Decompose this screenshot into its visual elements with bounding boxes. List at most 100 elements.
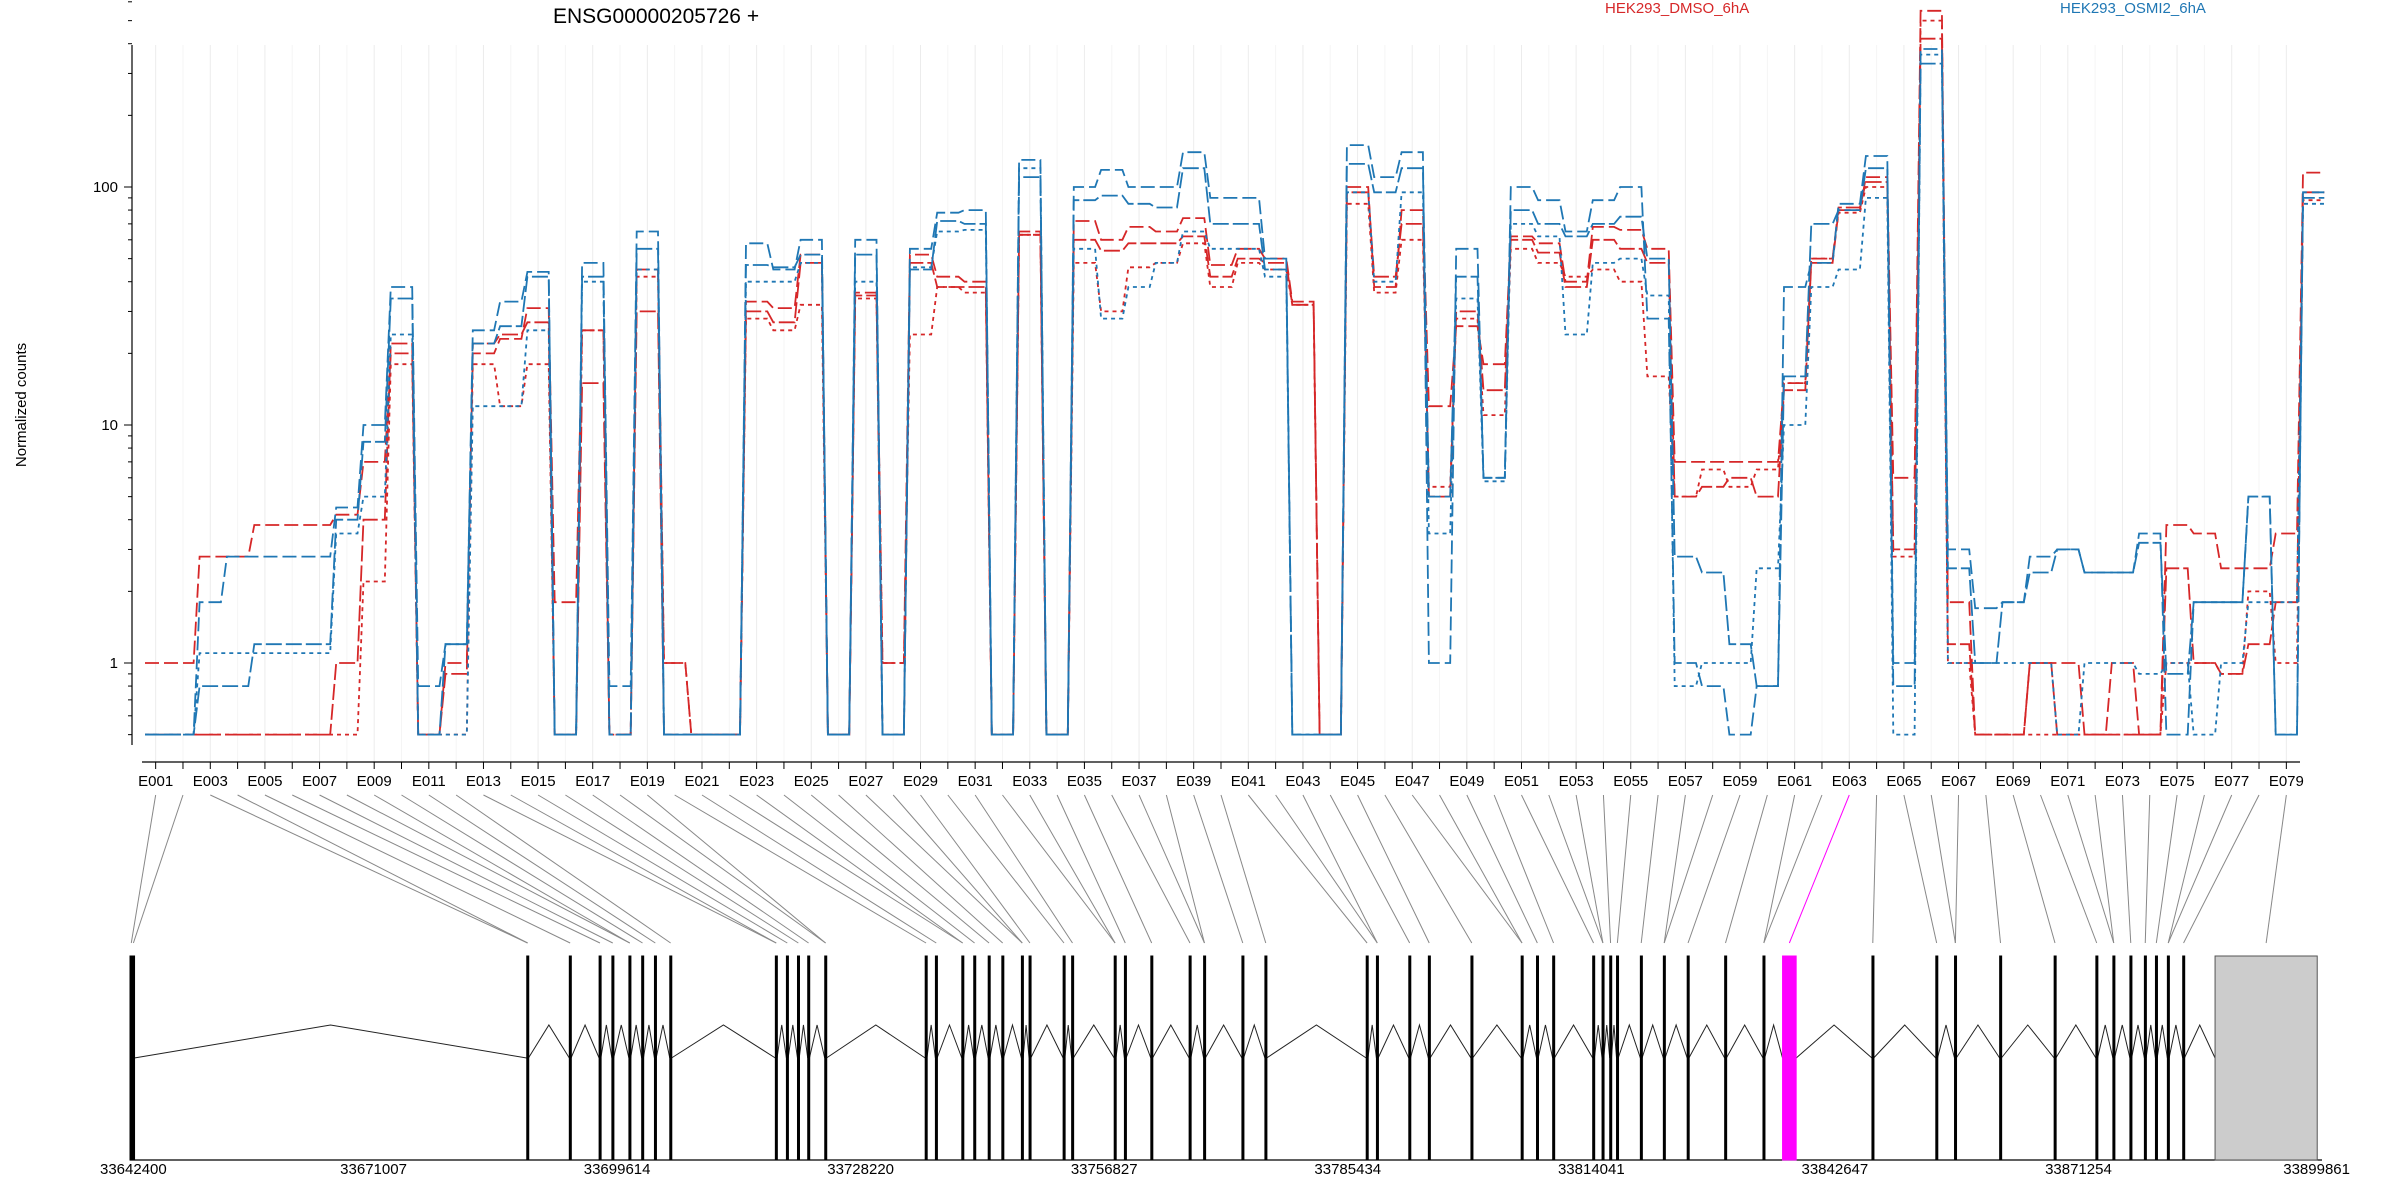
connector-line bbox=[1193, 794, 1244, 944]
exon-box bbox=[669, 955, 673, 1161]
genomic-coordinate-axis: 33642400 33671007 33699614 33728220 33756827… bbox=[100, 1161, 2350, 1178]
intron-line bbox=[1377, 1023, 1410, 1059]
intron-line bbox=[613, 1024, 630, 1059]
x-tick-label: E071 bbox=[2050, 773, 2085, 790]
intron-line bbox=[1955, 1024, 2001, 1059]
x-tick-label: E007 bbox=[302, 773, 337, 790]
x-tick-label: E015 bbox=[521, 773, 556, 790]
series-line bbox=[145, 48, 2325, 736]
x-tick-label: E061 bbox=[1777, 773, 1812, 790]
intron-line bbox=[1664, 1023, 1688, 1059]
intron-line bbox=[2183, 1023, 2216, 1059]
x-tick-label: E017 bbox=[575, 773, 610, 790]
connector-line bbox=[1493, 794, 1554, 944]
connector-line bbox=[1548, 794, 1604, 944]
connector-line bbox=[455, 794, 671, 944]
exon-box bbox=[2214, 955, 2318, 1161]
connector-line bbox=[483, 794, 777, 944]
connector-line bbox=[892, 794, 1023, 944]
connector-line bbox=[2067, 794, 2115, 944]
series-line bbox=[145, 53, 2325, 736]
connector-line bbox=[1663, 794, 1686, 944]
x-tick-label: E027 bbox=[848, 773, 883, 790]
intron-line bbox=[776, 1024, 787, 1059]
connector-line bbox=[1763, 794, 1823, 944]
connector-line bbox=[838, 794, 1004, 944]
x-tick-label: E067 bbox=[1941, 773, 1976, 790]
connector-line bbox=[1725, 794, 1768, 944]
intron-line bbox=[1522, 1024, 1537, 1059]
intron-line bbox=[528, 1024, 570, 1059]
connector-line bbox=[319, 794, 613, 944]
x-tick-label: E001 bbox=[138, 773, 173, 790]
exon-box bbox=[2053, 955, 2057, 1161]
x-tick-label: E023 bbox=[739, 773, 774, 790]
connector-line bbox=[2167, 794, 2233, 944]
exon-connector-lines bbox=[130, 794, 2287, 944]
x-tick-label: E029 bbox=[903, 773, 938, 790]
exon-box bbox=[1001, 955, 1005, 1161]
exon-box bbox=[1071, 955, 1075, 1161]
intron-line bbox=[1795, 1024, 1873, 1059]
intron-line bbox=[787, 1024, 798, 1059]
connector-line bbox=[537, 794, 788, 944]
connector-line bbox=[1302, 794, 1378, 944]
exon-box bbox=[807, 955, 811, 1161]
intron-line bbox=[808, 1024, 826, 1059]
intron-line bbox=[1030, 1023, 1064, 1059]
exon-box bbox=[796, 955, 800, 1161]
coord-tick-label: 33671007 bbox=[340, 1161, 407, 1178]
x-tick-label: E059 bbox=[1722, 773, 1757, 790]
connector-line bbox=[1247, 794, 1368, 944]
intron-line bbox=[2055, 1024, 2097, 1059]
intron-line bbox=[826, 1024, 926, 1059]
exon-box bbox=[1470, 955, 1474, 1161]
x-tick-label: E019 bbox=[630, 773, 665, 790]
intron-line bbox=[570, 1023, 600, 1059]
exon-box bbox=[568, 955, 572, 1161]
exon-box bbox=[973, 955, 977, 1161]
exon-box bbox=[1871, 955, 1875, 1161]
exon-box bbox=[1535, 955, 1539, 1161]
coord-tick-label: 33814041 bbox=[1558, 1161, 1625, 1178]
intron-line bbox=[642, 1024, 655, 1059]
exon-box bbox=[628, 955, 632, 1161]
connector-line bbox=[237, 794, 528, 944]
x-tick-label: E003 bbox=[193, 773, 228, 790]
coord-tick-label: 33642400 bbox=[100, 1161, 167, 1178]
x-tick-label: E055 bbox=[1613, 773, 1648, 790]
exon-box bbox=[924, 955, 928, 1161]
intron-line bbox=[1472, 1024, 1522, 1059]
intron-line bbox=[1367, 1024, 1377, 1059]
x-tick-label: E011 bbox=[412, 773, 446, 790]
connector-line bbox=[701, 794, 937, 944]
connector-line bbox=[1138, 794, 1205, 944]
connector-line bbox=[920, 794, 1031, 944]
x-tick-label: E079 bbox=[2269, 773, 2304, 790]
exon-box bbox=[2182, 955, 2186, 1161]
connector-line bbox=[1083, 794, 1153, 944]
exon-box bbox=[1592, 955, 1596, 1161]
connector-line bbox=[132, 794, 184, 944]
x-tick-label: E045 bbox=[1340, 773, 1375, 790]
intron-line bbox=[2097, 1024, 2114, 1059]
y-tick-label: 100 bbox=[93, 179, 118, 196]
connector-line bbox=[674, 794, 927, 944]
exon-box bbox=[1686, 955, 1690, 1161]
connector-line bbox=[1872, 794, 1878, 944]
intron-line bbox=[600, 1024, 613, 1059]
chart-title: ENSG00000205726 + bbox=[553, 5, 759, 28]
intron-line bbox=[1553, 1024, 1594, 1059]
exon-box bbox=[1123, 955, 1127, 1161]
intron-line bbox=[1593, 1024, 1603, 1059]
connector-line bbox=[947, 794, 1065, 944]
connector-line bbox=[2040, 794, 2098, 944]
intron-line bbox=[1072, 1024, 1115, 1059]
intron-line bbox=[134, 1024, 527, 1059]
exon-box bbox=[1520, 955, 1524, 1161]
connector-line bbox=[2094, 794, 2115, 944]
coord-tick-label: 33842647 bbox=[1802, 1161, 1869, 1178]
connector-line bbox=[729, 794, 963, 944]
x-tick-label: E065 bbox=[1886, 773, 1921, 790]
